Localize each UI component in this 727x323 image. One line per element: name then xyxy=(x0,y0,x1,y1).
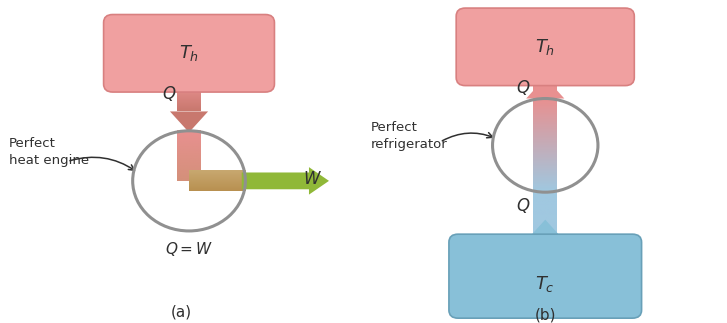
Text: $Q$: $Q$ xyxy=(516,196,531,214)
Text: $T_\mathregular{c}$: $T_\mathregular{c}$ xyxy=(535,274,555,294)
FancyArrow shape xyxy=(241,167,329,194)
FancyBboxPatch shape xyxy=(457,8,634,86)
FancyBboxPatch shape xyxy=(449,234,642,318)
Text: $Q$: $Q$ xyxy=(162,84,176,103)
Polygon shape xyxy=(170,111,208,132)
FancyBboxPatch shape xyxy=(104,15,275,92)
Text: Perfect
refrigerator: Perfect refrigerator xyxy=(371,121,448,151)
Text: (b): (b) xyxy=(534,308,556,323)
Text: $Q = W$: $Q = W$ xyxy=(165,240,213,258)
Polygon shape xyxy=(526,220,564,241)
Text: (a): (a) xyxy=(171,304,193,319)
Text: $T_\mathregular{h}$: $T_\mathregular{h}$ xyxy=(535,37,555,57)
Text: $W$: $W$ xyxy=(303,170,322,188)
Text: $T_\mathregular{h}$: $T_\mathregular{h}$ xyxy=(179,43,199,63)
Polygon shape xyxy=(526,78,564,99)
Text: $Q$: $Q$ xyxy=(516,78,531,97)
Text: Perfect
heat engine: Perfect heat engine xyxy=(9,137,89,167)
